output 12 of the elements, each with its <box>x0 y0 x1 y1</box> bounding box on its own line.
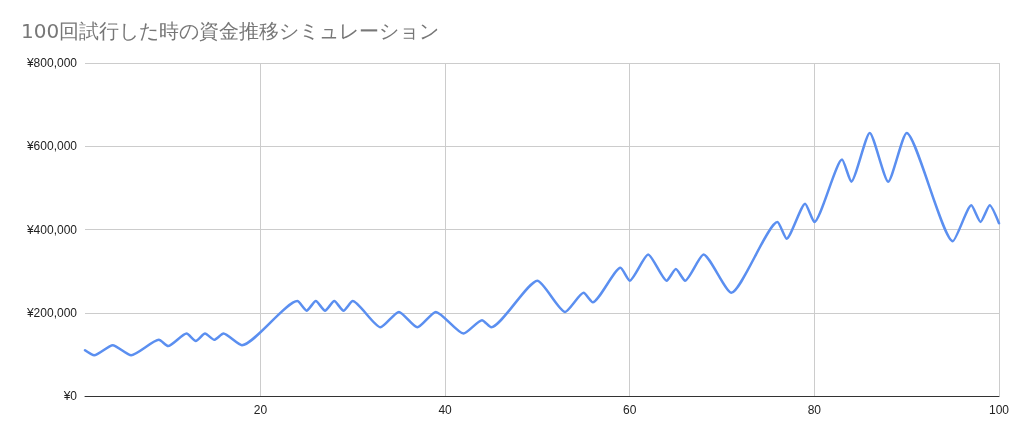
y-tick-label: ¥400,000 <box>25 222 78 237</box>
chart-title: 100回試行した時の資金推移シミュレーション <box>21 19 440 43</box>
x-tick-label: 20 <box>253 403 268 417</box>
x-tick-label: 100 <box>988 403 1010 417</box>
line-series <box>83 131 1001 357</box>
x-tick-label: 60 <box>623 403 637 417</box>
y-tick-label: ¥200,000 <box>25 305 78 320</box>
y-tick-label: ¥600,000 <box>25 139 78 154</box>
x-tick-label: 80 <box>807 403 822 417</box>
y-tick-label: ¥0 <box>62 389 78 403</box>
y-tick-label: ¥800,000 <box>25 56 78 70</box>
x-tick-label: 40 <box>438 403 453 417</box>
